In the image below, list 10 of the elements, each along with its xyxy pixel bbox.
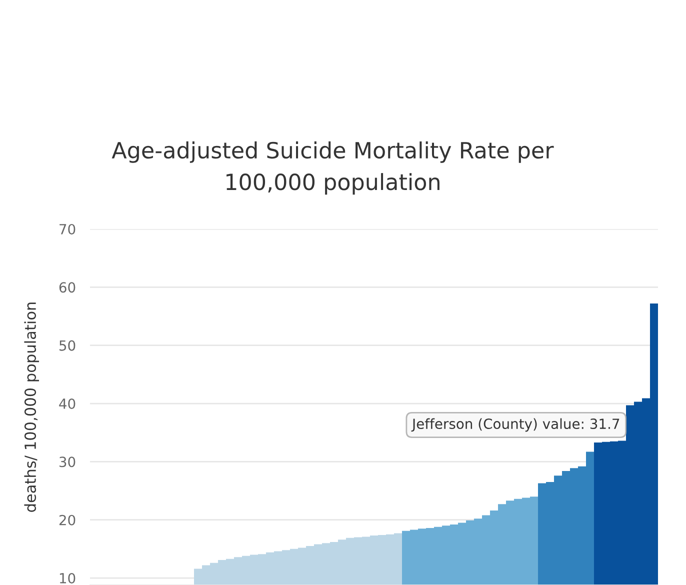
y-tick-label: 70: [60, 224, 76, 234]
y-tick-label: 40: [59, 398, 76, 409]
y-tick-label: 30: [59, 456, 76, 468]
y-axis-title: deaths/ 100,000 population: [24, 302, 39, 512]
y-tick-label: 10: [60, 572, 76, 584]
chart-title: Age-adjusted Suicide Mortality Rate per 100,000 population: [112, 141, 554, 195]
annotation: Jefferson (County) value: 31.7: [411, 418, 620, 432]
y-tick-label: 50: [60, 340, 76, 351]
y-tick-label: 20: [59, 514, 76, 526]
y-tick-label: 60: [59, 282, 76, 293]
